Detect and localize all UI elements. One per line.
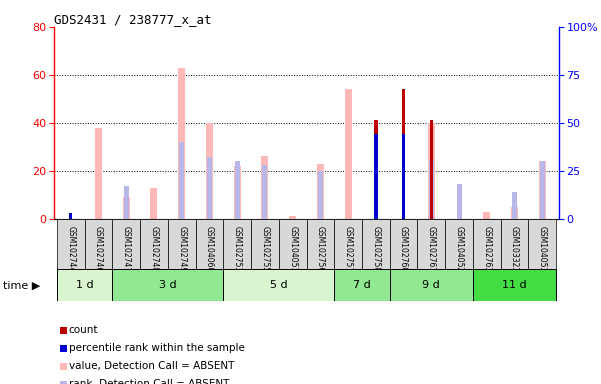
Text: 3 d: 3 d bbox=[159, 280, 177, 290]
Bar bbox=[473, 269, 556, 301]
Text: GSM102763: GSM102763 bbox=[483, 227, 491, 273]
Bar bbox=[402, 134, 405, 219]
Bar bbox=[473, 219, 501, 269]
Bar bbox=[168, 219, 195, 269]
Bar bbox=[389, 219, 418, 269]
Text: GSM102755: GSM102755 bbox=[260, 227, 269, 273]
Bar bbox=[430, 121, 433, 219]
Text: GSM102757: GSM102757 bbox=[344, 227, 353, 273]
Bar bbox=[429, 161, 434, 219]
Bar bbox=[317, 164, 324, 219]
Bar bbox=[334, 219, 362, 269]
Bar bbox=[178, 68, 185, 219]
Bar bbox=[207, 157, 212, 219]
Text: 1 d: 1 d bbox=[76, 280, 93, 290]
Bar bbox=[195, 219, 224, 269]
Text: value, Detection Call = ABSENT: value, Detection Call = ABSENT bbox=[69, 361, 234, 371]
Text: GSM102760: GSM102760 bbox=[399, 227, 408, 273]
Bar bbox=[528, 219, 556, 269]
Text: count: count bbox=[69, 325, 98, 335]
Bar bbox=[279, 219, 307, 269]
Bar bbox=[457, 184, 462, 219]
Bar bbox=[445, 219, 473, 269]
Bar bbox=[289, 217, 296, 219]
Bar bbox=[234, 166, 240, 219]
Bar bbox=[224, 219, 251, 269]
Bar bbox=[307, 219, 334, 269]
Bar bbox=[511, 207, 518, 219]
Text: rank, Detection Call = ABSENT: rank, Detection Call = ABSENT bbox=[69, 379, 229, 384]
Text: GSM103323: GSM103323 bbox=[510, 227, 519, 273]
Bar bbox=[112, 269, 224, 301]
Bar bbox=[389, 269, 473, 301]
Bar bbox=[418, 219, 445, 269]
Bar bbox=[501, 219, 528, 269]
Bar bbox=[344, 89, 352, 219]
Text: GSM104052: GSM104052 bbox=[454, 227, 463, 273]
Bar bbox=[123, 197, 130, 219]
Bar bbox=[512, 192, 517, 219]
Bar bbox=[140, 219, 168, 269]
Text: GSM102748: GSM102748 bbox=[150, 227, 159, 273]
Text: GSM102744: GSM102744 bbox=[66, 227, 75, 273]
Text: GSM102749: GSM102749 bbox=[177, 227, 186, 273]
Text: GSM102753: GSM102753 bbox=[233, 227, 242, 273]
Text: 11 d: 11 d bbox=[502, 280, 527, 290]
Bar bbox=[234, 161, 240, 219]
Text: GSM102756: GSM102756 bbox=[316, 227, 325, 273]
Text: GSM104053: GSM104053 bbox=[538, 227, 547, 273]
Bar bbox=[374, 121, 377, 219]
Bar bbox=[150, 188, 157, 219]
Bar bbox=[206, 123, 213, 219]
Bar bbox=[57, 269, 112, 301]
Bar bbox=[362, 219, 389, 269]
Bar bbox=[483, 212, 490, 219]
Text: percentile rank within the sample: percentile rank within the sample bbox=[69, 343, 245, 353]
Text: GDS2431 / 238777_x_at: GDS2431 / 238777_x_at bbox=[54, 13, 212, 26]
Bar bbox=[263, 165, 267, 219]
Text: 5 d: 5 d bbox=[270, 280, 288, 290]
Bar bbox=[95, 127, 102, 219]
Bar bbox=[112, 219, 140, 269]
Bar bbox=[428, 123, 435, 219]
Text: GSM102761: GSM102761 bbox=[427, 227, 436, 273]
Text: GSM102746: GSM102746 bbox=[94, 227, 103, 273]
Text: GSM102758: GSM102758 bbox=[371, 227, 380, 273]
Bar bbox=[402, 89, 405, 219]
Text: 7 d: 7 d bbox=[353, 280, 371, 290]
Text: GSM102747: GSM102747 bbox=[122, 227, 130, 273]
Bar bbox=[261, 157, 269, 219]
Bar bbox=[57, 219, 85, 269]
Text: GSM104060: GSM104060 bbox=[205, 227, 214, 273]
Text: 9 d: 9 d bbox=[423, 280, 440, 290]
Bar bbox=[540, 161, 545, 219]
Bar bbox=[179, 142, 184, 219]
Text: time ▶: time ▶ bbox=[3, 281, 40, 291]
Bar bbox=[334, 269, 389, 301]
Bar bbox=[124, 186, 129, 219]
Bar bbox=[318, 171, 323, 219]
Bar bbox=[224, 269, 334, 301]
Bar bbox=[251, 219, 279, 269]
Bar bbox=[85, 219, 112, 269]
Bar bbox=[69, 213, 72, 219]
Text: GSM104051: GSM104051 bbox=[288, 227, 297, 273]
Bar bbox=[374, 134, 377, 219]
Bar bbox=[539, 161, 546, 219]
